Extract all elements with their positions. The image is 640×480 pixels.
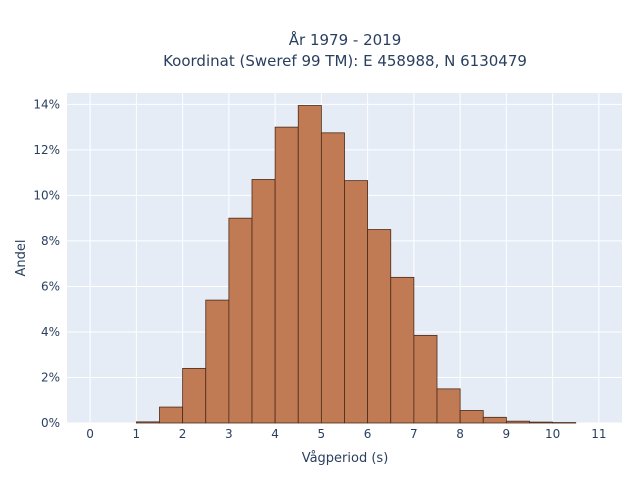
chart-title-line-2: Koordinat (Sweref 99 TM): E 458988, N 61… [163,52,527,70]
x-tick-label: 2 [179,427,187,441]
y-tick-label: 10% [33,188,60,202]
histogram-bar [251,179,276,424]
histogram-bar [228,217,253,424]
y-tick-label: 2% [41,370,60,384]
histogram-bar [344,180,369,424]
histogram-bar [320,132,345,424]
histogram-bar [552,422,577,424]
histogram-bar [390,276,415,424]
histogram-bar [436,388,461,424]
x-axis-title: Vågperiod (s) [302,451,389,466]
histogram-bar [413,334,438,424]
y-tick-label: 6% [41,279,60,293]
x-tick-labels: 0 1 2 3 4 5 6 7 8 9 10 11 [86,427,606,441]
histogram-bar [367,229,392,424]
x-tick-label: 11 [591,427,606,441]
histogram-bar [297,105,322,424]
y-axis-title: Andel [14,240,29,277]
x-tick-label: 0 [86,427,94,441]
histogram-bar [205,299,230,424]
y-tick-label: 4% [41,325,60,339]
histogram-bar [182,367,207,424]
x-tick-label: 8 [456,427,464,441]
histogram-bar [459,410,484,424]
y-tick-label: 14% [33,97,60,111]
y-tick-labels: 0% 2% 4% 6% 8% 10% 12% 14% [33,97,60,430]
histogram-bar [135,421,160,424]
x-tick-label: 10 [545,427,560,441]
y-tick-label: 8% [41,234,60,248]
chart-title-line-1: År 1979 - 2019 [289,30,402,49]
y-tick-label: 12% [33,143,60,157]
x-tick-label: 4 [271,427,279,441]
histogram-bar [529,421,554,424]
y-tick-label: 0% [41,416,60,430]
x-tick-label: 3 [225,427,233,441]
histogram-bar [159,406,184,424]
histogram-bar [505,420,530,424]
x-tick-label: 1 [133,427,141,441]
x-tick-label: 9 [503,427,511,441]
histogram-bar [482,416,507,424]
x-tick-label: 7 [410,427,418,441]
x-tick-label: 5 [318,427,326,441]
bars [135,105,577,424]
x-tick-label: 6 [364,427,372,441]
histogram-bar [274,126,299,424]
